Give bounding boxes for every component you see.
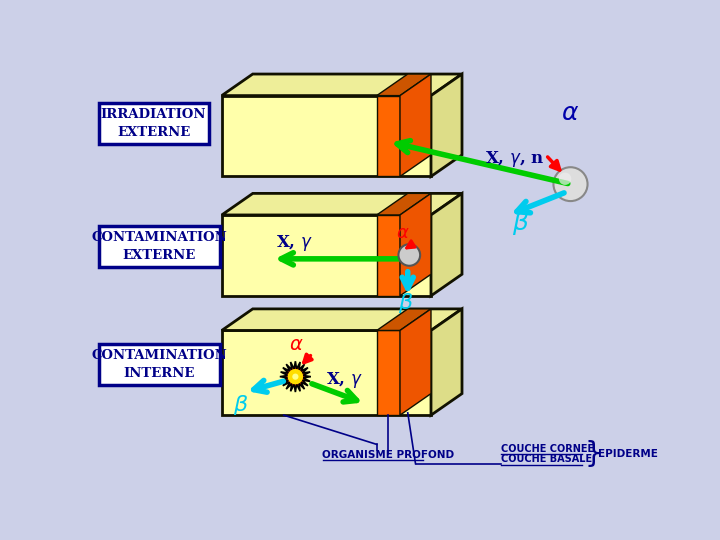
Polygon shape [377,96,400,177]
Polygon shape [377,193,431,215]
Polygon shape [377,309,431,330]
Circle shape [554,167,588,201]
Polygon shape [431,74,462,177]
Polygon shape [287,369,303,384]
Polygon shape [222,215,431,296]
Text: X, $\gamma$, n: X, $\gamma$, n [485,150,545,170]
Text: $\alpha$: $\alpha$ [561,101,580,125]
Text: COUCHE BASALE: COUCHE BASALE [500,454,592,464]
Text: $\alpha$: $\alpha$ [289,336,304,354]
Text: $\beta$: $\beta$ [233,393,249,417]
Polygon shape [431,193,462,296]
Circle shape [559,173,571,185]
Text: EPIDERME: EPIDERME [598,449,657,460]
Text: IRRADIATION
EXTERNE: IRRADIATION EXTERNE [101,108,207,139]
Polygon shape [222,309,462,330]
Polygon shape [280,361,311,392]
FancyBboxPatch shape [99,226,220,267]
Text: $\beta$: $\beta$ [398,291,414,315]
Polygon shape [400,74,431,177]
Text: CONTAMINATION
EXTERNE: CONTAMINATION EXTERNE [91,231,228,262]
Text: }: } [585,441,602,468]
Text: X, $\gamma$: X, $\gamma$ [326,370,364,390]
Text: COUCHE CORNEE: COUCHE CORNEE [500,444,594,454]
Polygon shape [222,193,462,215]
Polygon shape [431,309,462,415]
Circle shape [398,244,420,266]
Polygon shape [222,96,431,177]
Text: ORGANISME PROFOND: ORGANISME PROFOND [323,449,454,460]
Text: X, $\gamma$: X, $\gamma$ [276,233,313,253]
FancyBboxPatch shape [99,343,220,385]
Text: $\alpha$: $\alpha$ [396,224,410,242]
Polygon shape [222,74,462,96]
Polygon shape [377,215,400,296]
Polygon shape [400,309,431,415]
Text: CONTAMINATION
INTERNE: CONTAMINATION INTERNE [91,349,228,380]
Polygon shape [377,330,400,415]
Polygon shape [222,330,431,415]
Polygon shape [377,74,431,96]
FancyBboxPatch shape [99,103,209,144]
Text: $\beta$: $\beta$ [513,210,530,238]
Polygon shape [400,193,431,296]
Circle shape [292,374,299,380]
